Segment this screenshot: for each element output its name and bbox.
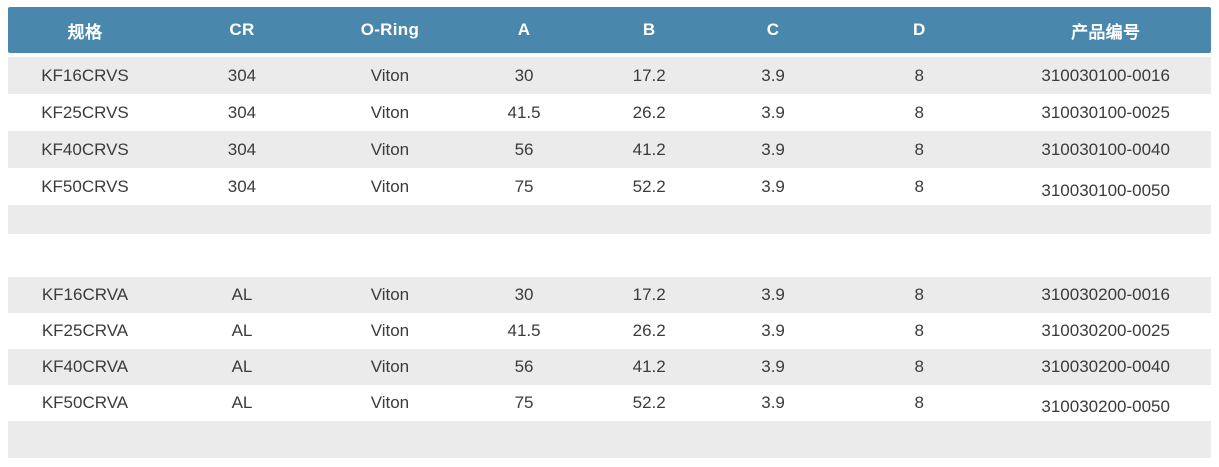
spacer-row (8, 421, 1211, 458)
cell-part: 310030100-0016 (1041, 65, 1170, 85)
cell-cr: 304 (227, 102, 257, 122)
cell-cr: 304 (227, 139, 257, 159)
cell-b: 17.2 (632, 65, 666, 85)
table-header-row: 规格 CR O-Ring A B C D 产品编号 (8, 7, 1211, 53)
cell-cr: 304 (227, 176, 257, 196)
cell-b: 41.2 (632, 139, 666, 159)
cell-cr: AL (231, 285, 253, 304)
cell-spec: KF25CRVS (41, 102, 129, 122)
table-row: KF40CRVA AL Viton 56 41.2 3.9 8 31003020… (8, 349, 1211, 385)
cell-part: 310030200-0040 (1041, 357, 1170, 376)
cell-oring: Viton (370, 321, 410, 340)
cell-oring: Viton (370, 139, 410, 159)
table-row: KF40CRVS 304 Viton 56 41.2 3.9 8 3100301… (8, 131, 1211, 168)
cell-c: 3.9 (761, 102, 785, 122)
cell-oring: Viton (370, 176, 410, 196)
cell-part: 310030100-0025 (1041, 102, 1170, 122)
col-header-b: B (642, 20, 656, 39)
cell-part: 310030200-0050 (1041, 397, 1170, 416)
col-header-a: A (517, 20, 531, 39)
table-row: KF16CRVS 304 Viton 30 17.2 3.9 8 3100301… (8, 57, 1211, 94)
cell-d: 8 (914, 393, 924, 412)
cell-spec: KF16CRVS (41, 65, 129, 85)
cell-d: 8 (914, 139, 924, 159)
cell-d: 8 (914, 285, 924, 304)
col-header-c: C (766, 20, 780, 39)
cell-spec: KF50CRVA (41, 393, 129, 412)
col-header-spec: 规格 (67, 22, 103, 42)
cell-cr: AL (231, 321, 253, 340)
col-header-d: D (912, 20, 926, 39)
spacer-row (8, 205, 1211, 234)
cell-part: 310030200-0016 (1041, 285, 1170, 304)
table-row: KF25CRVA AL Viton 41.5 26.2 3.9 8 310030… (8, 313, 1211, 349)
cell-oring: Viton (370, 357, 410, 376)
cell-oring: Viton (370, 393, 410, 412)
col-header-oring: O-Ring (360, 20, 420, 39)
cell-b: 52.2 (632, 393, 666, 412)
col-header-part: 产品编号 (1071, 22, 1141, 42)
cell-d: 8 (914, 102, 924, 122)
cell-cr: 304 (227, 65, 257, 85)
cell-a: 56 (514, 139, 534, 159)
cell-c: 3.9 (761, 393, 785, 412)
cell-spec: KF25CRVA (41, 321, 129, 340)
cell-b: 26.2 (632, 102, 666, 122)
cell-oring: Viton (370, 102, 410, 122)
cell-b: 17.2 (632, 285, 666, 304)
cell-oring: Viton (370, 285, 410, 304)
cell-spec: KF16CRVA (41, 285, 129, 304)
col-header-cr: CR (229, 20, 255, 39)
cell-c: 3.9 (761, 285, 785, 304)
table-row: KF50CRVA AL Viton 75 52.2 3.9 8 31003020… (8, 385, 1211, 421)
cell-spec: KF40CRVA (41, 357, 129, 376)
spacer-row (8, 234, 1211, 277)
cell-b: 41.2 (632, 357, 666, 376)
cell-d: 8 (914, 357, 924, 376)
table-row: KF16CRVA AL Viton 30 17.2 3.9 8 31003020… (8, 277, 1211, 313)
cell-d: 8 (914, 176, 924, 196)
cell-cr: AL (231, 393, 253, 412)
cell-a: 75 (514, 393, 534, 412)
cell-a: 75 (514, 176, 534, 196)
cell-c: 3.9 (761, 65, 785, 85)
cell-d: 8 (914, 65, 924, 85)
cell-a: 30 (514, 65, 534, 85)
cell-a: 41.5 (507, 321, 541, 340)
cell-c: 3.9 (761, 321, 785, 340)
cell-a: 41.5 (507, 102, 541, 122)
cell-part: 310030100-0040 (1041, 139, 1170, 159)
cell-b: 26.2 (632, 321, 666, 340)
cell-spec: KF50CRVS (41, 176, 129, 196)
cell-part: 310030100-0050 (1041, 180, 1170, 200)
cell-c: 3.9 (761, 139, 785, 159)
cell-a: 56 (514, 357, 534, 376)
cell-b: 52.2 (632, 176, 666, 196)
cell-c: 3.9 (761, 176, 785, 196)
cell-spec: KF40CRVS (41, 139, 129, 159)
table-row: KF50CRVS 304 Viton 75 52.2 3.9 8 3100301… (8, 168, 1211, 205)
table-row: KF25CRVS 304 Viton 41.5 26.2 3.9 8 31003… (8, 94, 1211, 131)
cell-d: 8 (914, 321, 924, 340)
cell-cr: AL (231, 357, 253, 376)
cell-part: 310030200-0025 (1041, 321, 1170, 340)
cell-oring: Viton (370, 65, 410, 85)
cell-c: 3.9 (761, 357, 785, 376)
cell-a: 30 (514, 285, 534, 304)
